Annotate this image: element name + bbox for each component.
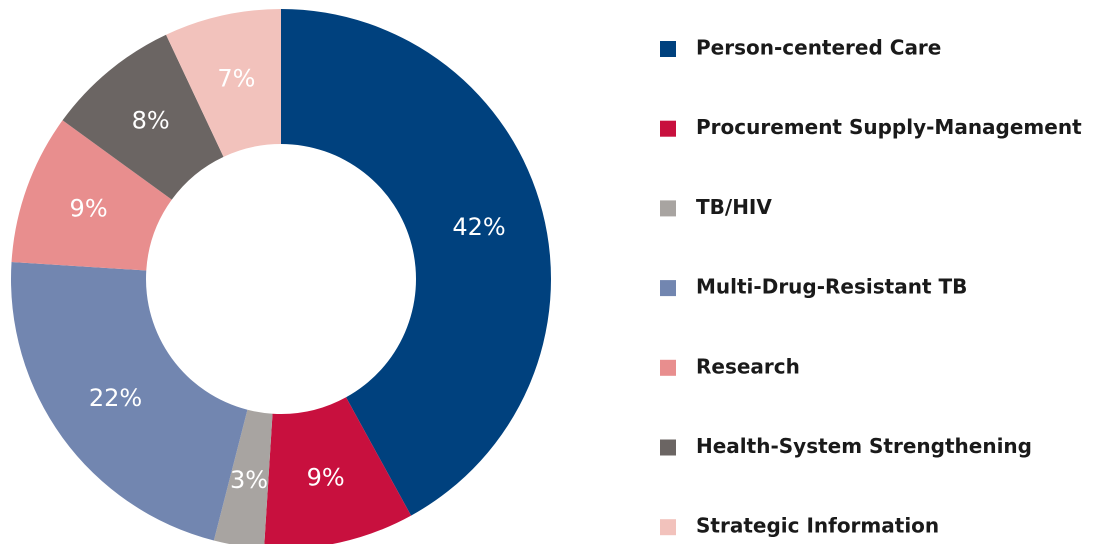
legend-label: Procurement Supply-Management: [696, 115, 1082, 139]
donut-slice: [62, 34, 224, 200]
donut-slice: [213, 409, 273, 544]
donut-slice: [281, 9, 551, 516]
legend-label: TB/HIV: [696, 195, 772, 219]
legend-swatch: [660, 41, 676, 57]
donut-slice: [166, 9, 281, 157]
legend-swatch: [660, 120, 676, 137]
value-label: 8%: [132, 106, 170, 134]
legend-label: Person-centered Care: [696, 36, 941, 60]
donut-slice: [10, 262, 248, 541]
donut-slice: [11, 120, 172, 271]
value-label: 9%: [70, 195, 108, 223]
value-label: 42%: [452, 213, 505, 241]
legend-swatch: [660, 439, 676, 456]
donut-slice: [264, 397, 412, 544]
value-label: 7%: [217, 64, 255, 92]
legend-swatch: [660, 280, 676, 297]
legend-swatch: [660, 359, 676, 376]
value-label: 22%: [89, 384, 142, 412]
legend-label: Strategic Information: [696, 514, 939, 538]
legend-swatch: [660, 519, 676, 536]
legend-swatch: [660, 200, 676, 217]
legend-label: Multi-Drug-Resistant TB: [696, 275, 967, 299]
value-label: 3%: [230, 466, 268, 494]
legend-label: Health-System Strengthening: [696, 434, 1032, 458]
legend-label: Research: [696, 354, 800, 378]
value-label: 9%: [307, 464, 345, 492]
